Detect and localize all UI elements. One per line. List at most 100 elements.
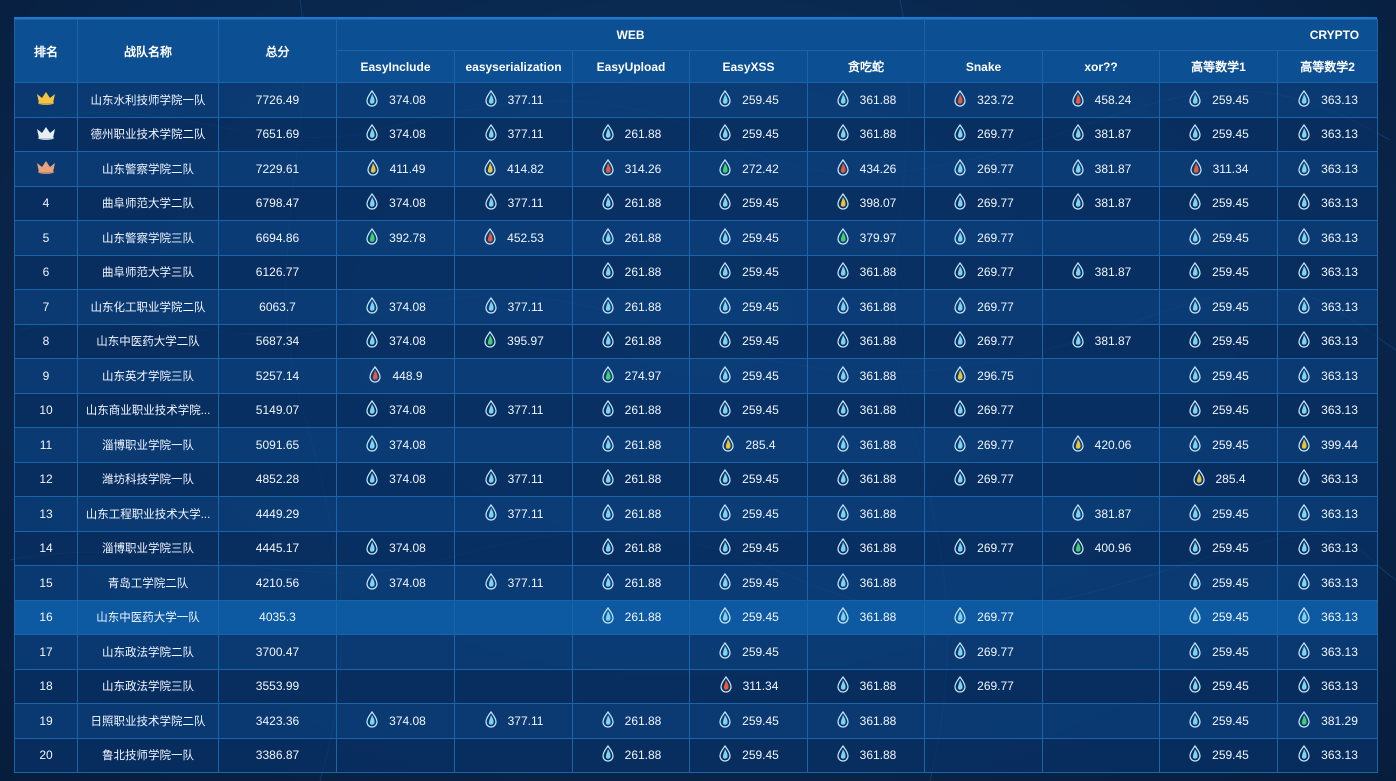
challenge-score: 259.45 — [1212, 265, 1249, 280]
team-name[interactable]: 青岛工学院二队 — [77, 565, 219, 601]
team-name[interactable]: 淄博职业学院一队 — [77, 427, 219, 463]
challenge-score-cell: 261.88 — [572, 289, 690, 325]
solve-flask-icon — [836, 296, 850, 317]
challenge-score: 377.11 — [507, 299, 544, 314]
table-row[interactable]: 14 淄博职业学院三队 4445.17 374.08 261.88 259.45 361.8… — [14, 530, 1379, 566]
challenge-score: 374.08 — [389, 299, 426, 314]
challenge-score-cell: 259.45 — [689, 392, 808, 428]
team-name[interactable]: 山东中医药大学一队 — [77, 599, 219, 635]
table-row[interactable]: 13 山东工程职业技术大学... 4449.29 377.11 261.88 259.45… — [14, 496, 1379, 532]
challenge-header-snake[interactable]: Snake — [924, 50, 1044, 83]
table-row[interactable]: 7 山东化工职业学院二队 6063.7 374.08 377.11 261.88 259.4… — [14, 289, 1379, 325]
team-name[interactable]: 山东水利技师学院一队 — [77, 82, 219, 118]
challenge-score: 323.72 — [977, 92, 1014, 107]
team-name[interactable]: 山东警察学院三队 — [77, 220, 219, 256]
challenge-score-cell: 259.45 — [1159, 358, 1279, 394]
challenge-score-cell — [572, 634, 690, 670]
challenge-score: 374.08 — [389, 127, 426, 142]
challenge-score-cell: 363.13 — [1277, 668, 1379, 704]
table-row[interactable]: 18 山东政法学院三队 3553.99 311.34 361.88 269.77 259.4… — [14, 668, 1379, 704]
challenge-score: 261.88 — [624, 610, 662, 625]
challenge-score-cell: 448.9 — [336, 358, 455, 394]
challenge-score-cell: 259.45 — [1159, 599, 1279, 635]
challenge-score-cell: 381.87 — [1042, 323, 1161, 359]
team-name[interactable]: 山东英才学院三队 — [77, 358, 219, 394]
challenge-header-easyupload[interactable]: EasyUpload — [572, 50, 690, 83]
table-row[interactable]: 10 山东商业职业技术学院... 5149.07 374.08 377.11 261.88… — [14, 392, 1379, 428]
team-name[interactable]: 鲁北技师学院一队 — [77, 737, 219, 773]
team-name[interactable]: 山东中医药大学二队 — [77, 323, 219, 359]
solve-flask-icon — [601, 124, 615, 144]
challenge-score: 363.13 — [1321, 472, 1358, 487]
challenge-score-cell: 458.24 — [1042, 82, 1161, 118]
challenge-score-cell: 374.08 — [336, 703, 455, 739]
challenge-score-cell: 272.42 — [689, 151, 808, 187]
team-name[interactable]: 曲阜师范大学三队 — [77, 254, 219, 290]
challenge-score-cell: 361.88 — [806, 737, 926, 773]
team-name[interactable]: 山东政法学院三队 — [77, 668, 219, 704]
solve-flask-icon — [718, 296, 732, 317]
team-name[interactable]: 德州职业技术学院二队 — [77, 116, 219, 152]
team-name[interactable]: 日照职业技术学院二队 — [77, 703, 219, 739]
team-name[interactable]: 淄博职业学院三队 — [77, 530, 219, 566]
rank-cell: 6 — [14, 254, 78, 290]
team-name[interactable]: 山东工程职业技术大学... — [77, 496, 219, 532]
table-row[interactable]: 4 曲阜师范大学二队 6798.47 374.08 377.11 261.88 259.45… — [14, 185, 1379, 221]
solve-flask-icon — [953, 124, 967, 144]
solve-flask-icon — [484, 503, 498, 524]
challenge-score-cell: 361.88 — [806, 427, 926, 463]
table-row[interactable]: 11 淄博职业学院一队 5091.65 374.08 261.88 285.4 361.88… — [14, 427, 1379, 463]
challenge-score-cell: 296.75 — [924, 358, 1044, 394]
table-row[interactable]: 20 鲁北技师学院一队 3386.87 261.88 259.45 361.88 259.4… — [14, 737, 1379, 773]
challenge-score-cell: 269.77 — [924, 392, 1044, 428]
table-row[interactable]: 山东水利技师学院一队 7726.49 374.08 377.11 259.45 361.8… — [14, 82, 1379, 118]
solve-flask-icon — [1297, 262, 1311, 282]
challenge-header-greedy-snake[interactable]: 贪吃蛇 — [806, 50, 926, 83]
challenge-score-cell: 399.44 — [1277, 427, 1379, 463]
table-row[interactable]: 山东警察学院二队 7229.61 411.49 414.82 314.26 272.42 4… — [14, 151, 1379, 187]
challenge-header-xor[interactable]: xor?? — [1042, 50, 1161, 83]
challenge-header-math2[interactable]: 高等数学2 — [1277, 50, 1379, 83]
challenge-score: 269.77 — [977, 299, 1014, 314]
team-name[interactable]: 山东警察学院二队 — [77, 151, 219, 187]
challenge-header-math1[interactable]: 高等数学1 — [1159, 50, 1279, 83]
table-row[interactable]: 德州职业技术学院二队 7651.69 374.08 377.11 261.88 259.4… — [14, 116, 1379, 152]
solve-flask-icon — [483, 331, 497, 351]
solve-flask-icon — [483, 227, 497, 248]
table-row[interactable]: 15 青岛工学院二队 4210.56 374.08 377.11 261.88 259.45… — [14, 565, 1379, 601]
team-name[interactable]: 山东化工职业学院二队 — [77, 289, 219, 325]
table-row[interactable]: 8 山东中医药大学二队 5687.34 374.08 395.97 261.88 259.4… — [14, 323, 1379, 359]
challenge-header-easyserialization[interactable]: easyserialization — [454, 50, 573, 83]
challenge-score-cell — [336, 668, 455, 704]
challenge-score: 311.34 — [742, 679, 779, 694]
table-row[interactable]: 9 山东英才学院三队 5257.14 448.9 274.97 259.45 361.88 2… — [14, 358, 1379, 394]
solve-flask-icon — [1071, 124, 1085, 144]
table-row[interactable]: 12 潍坊科技学院一队 4852.28 374.08 377.11 261.88 259.4… — [14, 461, 1379, 497]
team-name[interactable]: 山东商业职业技术学院... — [77, 392, 219, 428]
team-name[interactable]: 潍坊科技学院一队 — [77, 461, 219, 497]
table-row[interactable]: 19 日照职业技术学院二队 3423.36 374.08 377.11 261.88 259… — [14, 703, 1379, 739]
challenge-score-cell: 363.13 — [1277, 220, 1379, 256]
challenge-score: 269.77 — [977, 403, 1014, 418]
challenge-score-cell: 363.13 — [1277, 185, 1379, 221]
challenge-score-cell: 261.88 — [572, 461, 690, 497]
challenge-score: 259.45 — [1212, 127, 1249, 142]
challenge-header-easyxss[interactable]: EasyXSS — [689, 50, 808, 83]
challenge-score-cell: 261.88 — [572, 185, 690, 221]
team-name[interactable]: 曲阜师范大学二队 — [77, 185, 219, 221]
challenge-score-cell — [1042, 703, 1161, 739]
challenge-header-easyinclude[interactable]: EasyInclude — [336, 50, 455, 83]
table-row[interactable]: 17 山东政法学院二队 3700.47 259.45 269.77 259.45 363.1… — [14, 634, 1379, 670]
challenge-score: 361.88 — [859, 92, 897, 107]
solve-flask-icon — [1297, 710, 1311, 731]
solve-flask-icon — [1192, 469, 1206, 489]
solve-flask-icon — [1188, 227, 1202, 248]
solve-flask-icon — [718, 469, 732, 489]
table-row[interactable]: 5 山东警察学院三队 6694.86 392.78 452.53 261.88 259.45… — [14, 220, 1379, 256]
table-row[interactable]: 16 山东中医药大学一队 4035.3 261.88 259.45 361.88 269.7… — [14, 599, 1379, 635]
table-row[interactable]: 6 曲阜师范大学三队 6126.77 261.88 259.45 361.88 269.77… — [14, 254, 1379, 290]
challenge-score: 363.13 — [1321, 506, 1358, 521]
solve-flask-icon — [601, 607, 615, 627]
challenge-score-cell: 269.77 — [924, 461, 1044, 497]
team-name[interactable]: 山东政法学院二队 — [77, 634, 219, 670]
